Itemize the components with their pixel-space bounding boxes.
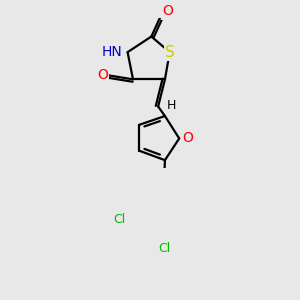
Text: O: O bbox=[182, 131, 193, 146]
Text: S: S bbox=[165, 45, 175, 60]
Text: O: O bbox=[97, 68, 108, 82]
Text: H: H bbox=[167, 99, 176, 112]
Text: HN: HN bbox=[101, 45, 122, 59]
Text: O: O bbox=[162, 4, 173, 18]
Text: Cl: Cl bbox=[158, 242, 170, 255]
Text: Cl: Cl bbox=[113, 213, 125, 226]
